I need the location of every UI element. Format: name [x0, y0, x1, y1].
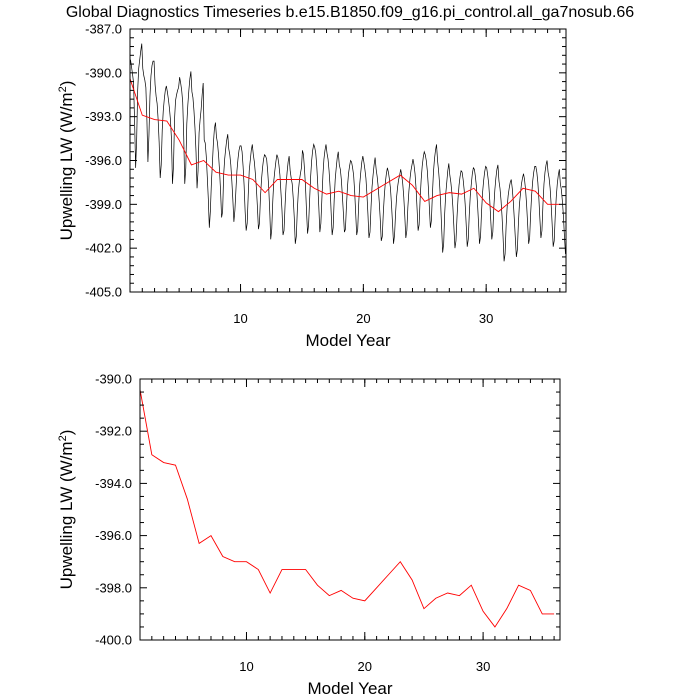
y-tick-label: -394.0: [95, 476, 132, 491]
x-axis-title: Model Year: [307, 679, 392, 698]
chart-top: -387.0 -390.0 -393.0 -396.0 -399.0 -402.0 -405…: [57, 22, 567, 350]
y-tick-label: -398.0: [95, 580, 132, 595]
y-tick-label: -392.0: [95, 424, 132, 439]
x-tick-label: 20: [356, 311, 370, 326]
series-line-annual-mean: [130, 78, 560, 213]
plot-frame: [139, 378, 561, 641]
y-axis-title-close: ): [57, 430, 76, 436]
series-line-monthly: [130, 43, 566, 262]
y-tick-label: -402.0: [85, 241, 122, 256]
y-tick-label: -390.0: [95, 372, 132, 387]
x-tick-label: 10: [233, 311, 247, 326]
y-axis-title-superscript: 2: [57, 86, 69, 92]
x-axis-title: Model Year: [305, 331, 390, 350]
figure-title: Global Diagnostics Timeseries b.e15.B185…: [66, 4, 634, 21]
y-tick-label: -390.0: [85, 65, 122, 80]
y-tick-label: -387.0: [85, 22, 122, 37]
y-tick-label: -400.0: [95, 633, 132, 648]
x-tick-label: 30: [476, 659, 490, 674]
y-axis-title-main: Upwelling LW (W/m: [57, 441, 76, 589]
y-axis-title: Upwelling LW (W/m2): [57, 81, 76, 241]
y-axis-title: Upwelling LW (W/m2): [57, 430, 76, 590]
y-axis-title-superscript: 2: [57, 435, 69, 441]
plot-frame: [129, 28, 567, 293]
chart-bottom: -390.0 -392.0 -394.0 -396.0 -398.0 -400.0 10 20…: [57, 372, 561, 698]
y-axis-title-close: ): [57, 81, 76, 87]
y-tick-label: -405.0: [85, 285, 122, 300]
y-tick-label: -399.0: [85, 197, 122, 212]
y-tick-label: -396.0: [85, 153, 122, 168]
y-axis-title-main: Upwelling LW (W/m: [57, 92, 76, 240]
y-tick-label: -396.0: [95, 528, 132, 543]
x-tick-label: 30: [479, 311, 493, 326]
y-tick-label: -393.0: [85, 109, 122, 124]
x-tick-label: 10: [239, 659, 253, 674]
x-tick-label: 20: [358, 659, 372, 674]
series-line-annual-mean: [140, 389, 555, 628]
